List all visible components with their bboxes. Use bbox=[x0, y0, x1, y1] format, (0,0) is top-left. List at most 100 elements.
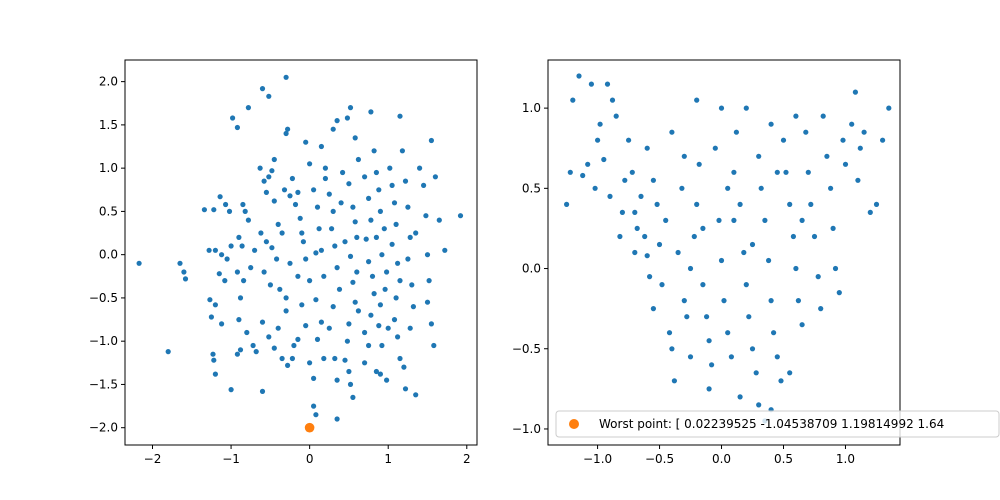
legend-marker-worst-point bbox=[569, 419, 579, 429]
right-data-point bbox=[861, 129, 867, 135]
left-y-tick-label: 0.0 bbox=[99, 248, 118, 262]
left-data-point bbox=[368, 109, 374, 115]
right-data-point bbox=[601, 156, 607, 163]
left-x-tick-label: 2 bbox=[463, 452, 471, 466]
left-data-point bbox=[216, 271, 222, 277]
right-data-point bbox=[771, 330, 777, 336]
right-data-point bbox=[768, 298, 774, 304]
left-data-point bbox=[332, 243, 338, 249]
right-data-point bbox=[721, 298, 727, 304]
left-data-point bbox=[281, 187, 288, 193]
right-data-point bbox=[675, 249, 681, 256]
left-data-point bbox=[266, 93, 272, 99]
left-data-point bbox=[405, 204, 411, 210]
right-scatter-plot: −1.0 −0.5 0.0 0.5 1.0 −1.0 −0.5 0.0 0.5 1.0 bbox=[512, 59, 901, 466]
right-data-point bbox=[659, 282, 665, 288]
left-data-point bbox=[239, 243, 245, 249]
left-data-point bbox=[326, 191, 332, 197]
left-data-point bbox=[334, 118, 340, 124]
left-data-point bbox=[226, 208, 233, 214]
left-data-point bbox=[326, 325, 332, 331]
left-data-point bbox=[219, 321, 225, 327]
left-data-point bbox=[371, 148, 377, 154]
left-data-point bbox=[313, 250, 319, 256]
left-data-point bbox=[346, 368, 352, 375]
right-plot-points bbox=[564, 73, 892, 424]
right-data-point bbox=[669, 346, 675, 352]
right-data-point bbox=[642, 233, 648, 240]
left-data-point bbox=[275, 221, 281, 227]
left-data-point bbox=[253, 349, 259, 355]
right-data-point bbox=[855, 177, 861, 183]
left-data-point bbox=[228, 387, 234, 393]
left-data-point bbox=[252, 247, 258, 253]
left-data-point bbox=[405, 256, 411, 262]
left-data-point bbox=[223, 201, 229, 208]
left-data-point bbox=[311, 403, 317, 409]
left-data-point bbox=[311, 375, 317, 381]
left-data-point bbox=[401, 364, 407, 370]
right-data-point bbox=[718, 257, 725, 264]
left-data-point bbox=[307, 278, 313, 284]
right-x-tick-label: −0.5 bbox=[645, 452, 674, 466]
left-data-point bbox=[242, 208, 248, 214]
left-data-point bbox=[321, 273, 327, 279]
left-data-point bbox=[322, 175, 328, 182]
left-data-point bbox=[136, 260, 142, 266]
left-data-point bbox=[402, 386, 409, 392]
left-data-point bbox=[432, 174, 438, 180]
right-data-point bbox=[576, 73, 582, 79]
left-data-point bbox=[259, 86, 266, 92]
left-data-point bbox=[314, 336, 321, 342]
left-data-point bbox=[354, 234, 360, 240]
left-data-point bbox=[366, 195, 372, 201]
left-data-point bbox=[363, 236, 369, 242]
right-data-point bbox=[564, 201, 570, 207]
left-data-point bbox=[245, 217, 251, 223]
left-data-point bbox=[431, 342, 437, 349]
left-y-tick-label: −2.0 bbox=[89, 421, 118, 435]
legend: Worst point: [ 0.02239525 -1.04538709 1.… bbox=[555, 410, 1000, 438]
left-data-point bbox=[330, 304, 336, 310]
left-data-point bbox=[266, 174, 272, 180]
right-data-point bbox=[634, 225, 640, 231]
left-data-point bbox=[237, 347, 244, 353]
left-data-point bbox=[379, 252, 385, 258]
right-data-point bbox=[774, 354, 780, 360]
right-data-point bbox=[663, 217, 669, 223]
left-data-point bbox=[177, 260, 183, 266]
right-data-point bbox=[626, 137, 632, 143]
left-data-point bbox=[395, 260, 401, 266]
left-data-point bbox=[208, 314, 214, 320]
right-data-point bbox=[709, 362, 715, 368]
left-data-point bbox=[300, 239, 306, 245]
right-data-point bbox=[774, 169, 780, 175]
left-data-point bbox=[181, 269, 187, 275]
left-data-point bbox=[362, 329, 368, 336]
right-data-point bbox=[716, 217, 722, 223]
left-data-point bbox=[269, 245, 275, 251]
left-data-point bbox=[295, 273, 301, 279]
right-data-point bbox=[820, 113, 826, 119]
right-x-tick-label: 0.0 bbox=[712, 452, 731, 466]
left-y-tick-label: −0.5 bbox=[89, 291, 118, 305]
left-data-point bbox=[373, 169, 379, 176]
left-data-point bbox=[271, 198, 277, 204]
right-data-point bbox=[609, 97, 616, 103]
left-data-point bbox=[289, 355, 295, 362]
left-data-point bbox=[344, 115, 350, 121]
right-data-point bbox=[840, 137, 846, 143]
right-x-tick-label: −1.0 bbox=[583, 452, 612, 466]
left-axis-ticks: −2 −1 0 1 2 −2.0 −1.5 −1.0 −0.5 0.0 0.5 1.0 1.5 2.0 bbox=[89, 75, 471, 466]
left-data-point bbox=[263, 189, 269, 195]
right-data-point bbox=[580, 172, 586, 179]
left-data-point bbox=[352, 135, 358, 141]
right-data-point bbox=[758, 185, 764, 191]
left-data-point bbox=[206, 247, 212, 253]
left-data-point bbox=[410, 304, 416, 310]
left-data-point bbox=[330, 126, 336, 132]
left-data-point bbox=[428, 321, 434, 327]
right-data-point bbox=[671, 378, 678, 384]
right-data-point bbox=[768, 121, 774, 127]
left-data-point bbox=[426, 278, 432, 284]
